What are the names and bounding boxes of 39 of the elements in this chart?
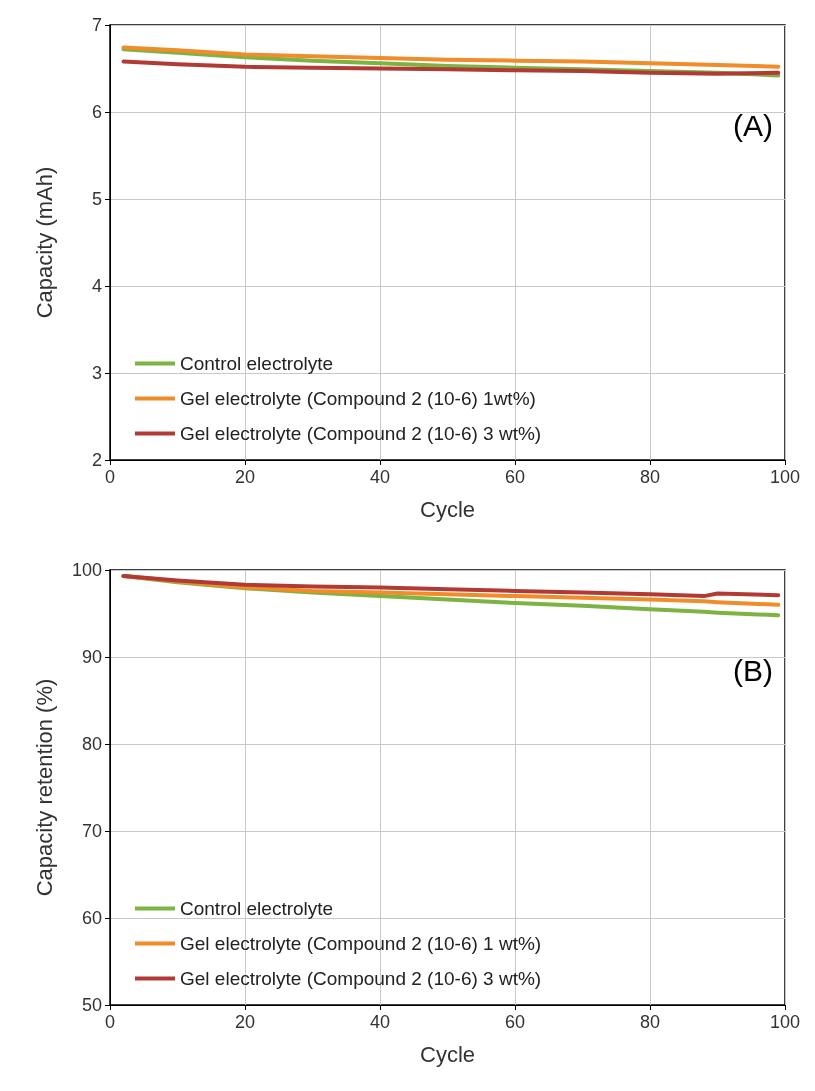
y-tick-label: 100	[71, 560, 102, 580]
line-series	[121, 574, 781, 599]
legend-label: Gel electrolyte (Compound 2 (10-6) 1 wt%)	[180, 933, 542, 954]
x-tick-label: 40	[369, 1012, 391, 1032]
y-tick-label: 90	[81, 647, 102, 667]
y-tick-label: 50	[81, 995, 102, 1015]
x-tick-label: 60	[504, 467, 526, 487]
x-axis-title: Cycle	[419, 1041, 476, 1067]
x-tick-label: 80	[639, 467, 661, 487]
annotation: (B)	[733, 653, 774, 687]
line-series	[121, 59, 781, 76]
x-tick-label: 0	[104, 1012, 116, 1032]
legend-label: Gel electrolyte (Compound 2 (10-6) 3 wt%)	[180, 423, 542, 444]
y-axis-title: Capacity (mAh)	[31, 166, 57, 319]
y-tick-label: 7	[91, 15, 102, 35]
legend-label: Control electrolyte	[180, 898, 334, 919]
legend-label: Control electrolyte	[180, 353, 334, 374]
x-tick-label: 0	[104, 467, 116, 487]
x-tick-label: 40	[369, 467, 391, 487]
y-axis-title: Capacity retention (%)	[31, 678, 57, 897]
x-tick-label: 80	[639, 1012, 661, 1032]
y-tick-label: 60	[81, 908, 102, 928]
y-tick-label: 70	[81, 821, 102, 841]
legend-label: Gel electrolyte (Compound 2 (10-6) 3 wt%)	[180, 968, 542, 989]
y-tick-label: 5	[91, 189, 102, 209]
legend-label: Gel electrolyte (Compound 2 (10-6) 1wt%)	[180, 388, 536, 409]
x-tick-label: 20	[234, 1012, 256, 1032]
y-tick-label: 2	[91, 450, 102, 470]
y-tick-label: 4	[91, 276, 102, 296]
x-tick-label: 100	[769, 1012, 801, 1032]
y-tick-label: 3	[91, 363, 102, 383]
annotation: (A)	[733, 108, 774, 142]
y-tick-label: 6	[91, 102, 102, 122]
line-series	[121, 45, 781, 69]
y-tick-label: 80	[81, 734, 102, 754]
x-tick-label: 60	[504, 1012, 526, 1032]
x-tick-label: 20	[234, 467, 256, 487]
x-axis-title: Cycle	[419, 496, 476, 522]
x-tick-label: 100	[769, 467, 801, 487]
